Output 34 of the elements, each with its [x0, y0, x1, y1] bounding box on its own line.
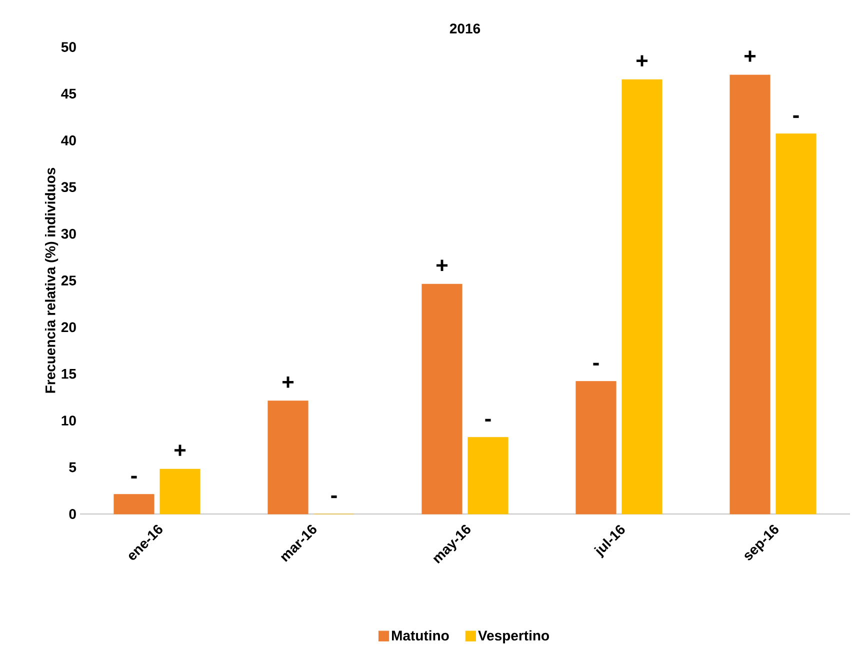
y-tick-label: 10 [62, 416, 76, 426]
data-label: + [636, 55, 648, 66]
data-label: + [744, 50, 756, 62]
bar [730, 74, 770, 514]
y-tick-label: 25 [61, 276, 76, 286]
y-tick-label: 0 [69, 509, 76, 519]
y-tick-label: 5 [69, 462, 76, 472]
bar [114, 494, 154, 514]
y-tick-label: 50 [61, 42, 76, 52]
bar [422, 284, 462, 514]
y-tick-label: 45 [61, 88, 76, 99]
data-label: + [174, 444, 186, 456]
bar [776, 134, 816, 514]
bar [468, 437, 508, 514]
y-tick-label: 35 [61, 182, 76, 192]
data-label: - [593, 362, 599, 366]
data-label: - [331, 495, 337, 498]
y-tick-label: 15 [62, 369, 76, 379]
y-tick-label: 40 [61, 135, 76, 146]
bar [160, 468, 200, 514]
legend-label: Matutino [392, 630, 449, 641]
y-tick-label: 30 [61, 228, 76, 239]
data-label: - [485, 418, 491, 422]
data-label: - [793, 115, 799, 118]
y-axis-title: Frecuencia relativa (%) individuos [45, 168, 58, 393]
data-label: + [436, 260, 448, 271]
y-tick-label: 20 [61, 322, 76, 332]
data-label: + [282, 376, 294, 388]
chart-title: 2016 [450, 24, 480, 34]
data-label: - [131, 476, 137, 478]
bar [576, 381, 616, 514]
bar [622, 79, 662, 514]
legend-label: Vespertino [478, 630, 549, 644]
bar [268, 400, 308, 514]
